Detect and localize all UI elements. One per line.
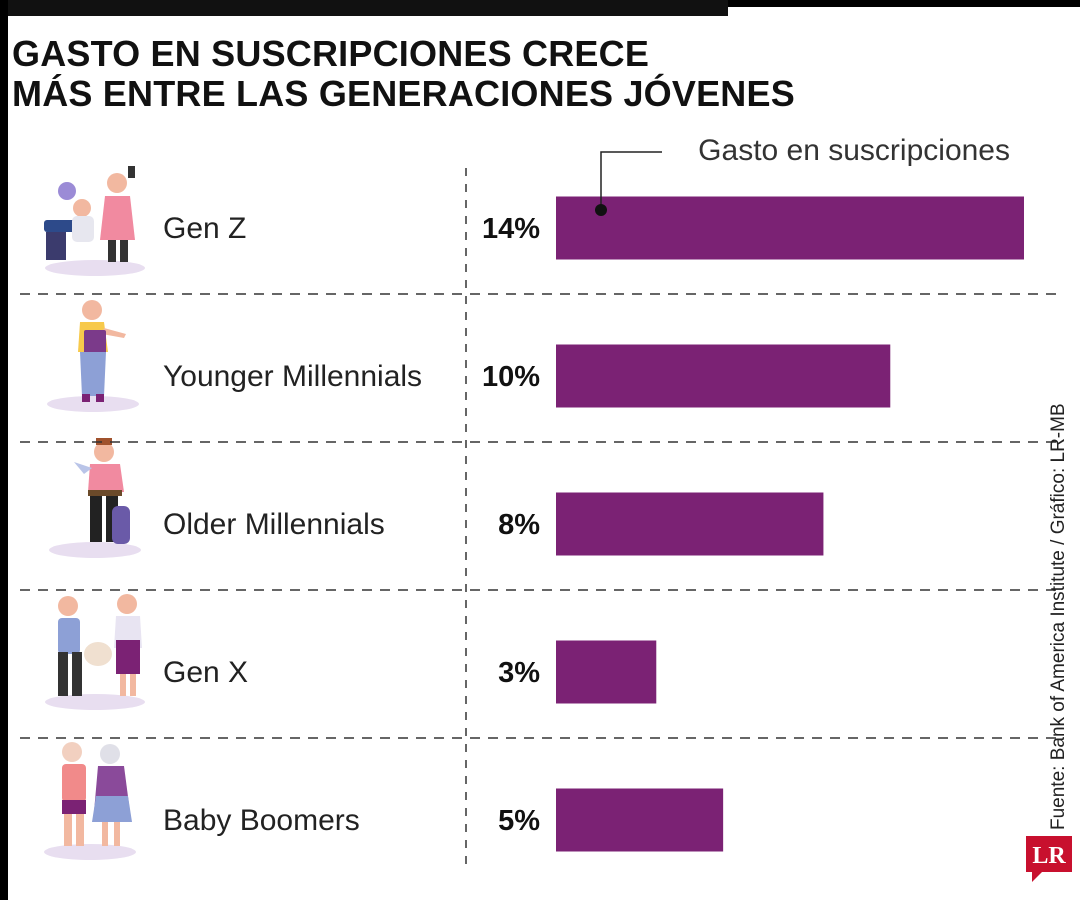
category-label: Gen X bbox=[163, 656, 248, 689]
category-label: Baby Boomers bbox=[163, 804, 360, 837]
value-label: 10% bbox=[482, 361, 540, 393]
gen-z-illustration-icon bbox=[44, 166, 145, 276]
younger-millennials-illustration-icon bbox=[47, 300, 139, 412]
category-label: Gen Z bbox=[163, 212, 246, 245]
lr-logo-text: LR bbox=[1032, 843, 1066, 869]
value-label: 14% bbox=[482, 213, 540, 245]
legend-label: Gasto en suscripciones bbox=[698, 134, 1010, 167]
bar bbox=[556, 196, 1024, 260]
value-label: 8% bbox=[498, 509, 540, 541]
bar bbox=[556, 640, 657, 704]
category-label: Older Millennials bbox=[163, 508, 385, 541]
top-border-accent bbox=[0, 0, 728, 16]
generation-illustrations bbox=[44, 166, 145, 860]
baby-boomers-illustration-icon bbox=[44, 742, 136, 860]
older-millennials-illustration-icon bbox=[49, 438, 141, 558]
legend-leader-line bbox=[600, 151, 662, 208]
chart-title: GASTO EN SUSCRIPCIONES CRECE MÁS ENTRE L… bbox=[12, 33, 795, 114]
value-label: 5% bbox=[498, 805, 540, 837]
legend-leader-dot bbox=[595, 204, 607, 216]
bar bbox=[556, 788, 724, 852]
gen-x-illustration-icon bbox=[45, 594, 145, 710]
bar bbox=[556, 492, 824, 556]
value-label: 3% bbox=[498, 657, 540, 689]
left-border bbox=[0, 0, 8, 900]
lr-logo: LR bbox=[1026, 836, 1072, 882]
legend: Gasto en suscripciones bbox=[595, 134, 1010, 216]
bar bbox=[556, 344, 891, 408]
source-credit: Fuente: Bank of America Institute / Gráf… bbox=[1048, 403, 1069, 830]
category-label: Younger Millennials bbox=[163, 360, 422, 393]
